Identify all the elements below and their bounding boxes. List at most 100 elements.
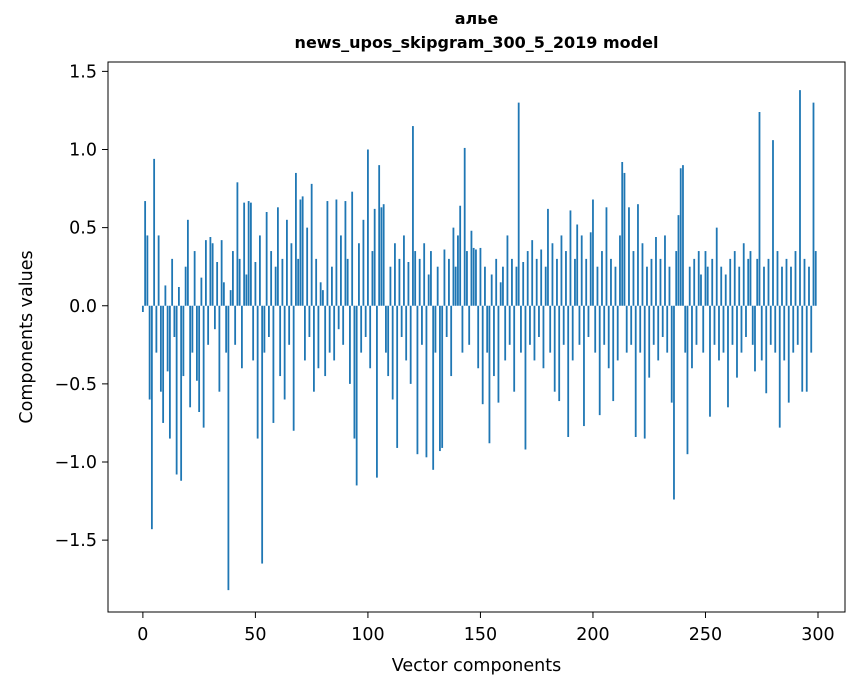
bar	[407, 262, 410, 306]
bar	[216, 262, 219, 306]
bar	[549, 305, 552, 353]
bar	[225, 305, 228, 353]
bar	[639, 305, 642, 353]
bar	[781, 266, 783, 306]
bar	[607, 305, 610, 369]
bar	[274, 266, 277, 306]
bar	[234, 305, 237, 345]
bar	[432, 305, 435, 470]
bar	[409, 305, 412, 384]
bar	[713, 305, 716, 345]
axes-frame	[107, 61, 846, 613]
x-ticks: 0 50 100 150 200 250 300	[137, 612, 835, 645]
bar	[353, 305, 356, 439]
bar	[166, 305, 169, 372]
bar	[191, 305, 194, 353]
bar	[448, 258, 450, 306]
bar	[342, 305, 345, 345]
bar	[718, 305, 720, 361]
bar	[308, 305, 311, 337]
bar	[569, 210, 572, 306]
bar	[454, 266, 457, 306]
bar	[724, 274, 727, 306]
bar	[159, 305, 162, 392]
bar	[198, 305, 201, 412]
bar	[382, 204, 385, 306]
bar	[200, 277, 203, 306]
bar	[418, 258, 421, 306]
bar	[396, 305, 399, 448]
bar	[574, 258, 576, 306]
bar	[349, 305, 351, 384]
bar	[598, 305, 601, 416]
bar	[202, 305, 205, 428]
bar	[679, 168, 682, 306]
bar	[337, 305, 340, 330]
bar	[738, 266, 741, 306]
bar	[621, 162, 624, 306]
bar	[398, 258, 401, 306]
bar	[704, 251, 707, 306]
bar	[587, 305, 590, 337]
bar	[351, 191, 354, 306]
bar	[423, 243, 426, 306]
bar	[256, 305, 259, 439]
bar	[232, 251, 234, 306]
bar	[387, 305, 390, 377]
y-tick-label: −0.5	[55, 375, 98, 395]
bar	[538, 305, 540, 337]
bar	[508, 305, 511, 345]
bar	[731, 305, 734, 345]
bar	[808, 266, 810, 306]
bar	[360, 305, 363, 353]
bar	[153, 158, 156, 306]
bar	[486, 305, 489, 353]
bar	[774, 305, 777, 353]
bar	[632, 251, 635, 306]
bar	[747, 258, 750, 306]
bar	[245, 274, 248, 306]
bar	[776, 251, 779, 306]
bar	[373, 208, 376, 306]
bar	[340, 235, 342, 306]
bar	[697, 251, 700, 306]
bar	[583, 305, 585, 427]
bar	[463, 147, 466, 306]
bar	[475, 249, 477, 306]
bar	[295, 172, 297, 306]
bar	[769, 305, 772, 345]
bar	[619, 235, 621, 306]
bar	[758, 112, 761, 306]
bar	[468, 305, 471, 345]
bar	[668, 266, 671, 306]
bar	[270, 251, 273, 306]
chart-title-word: алье	[454, 9, 499, 28]
bar	[805, 305, 808, 392]
x-tick-label: 200	[576, 625, 609, 645]
bar	[389, 266, 392, 306]
bar	[186, 219, 189, 306]
bar	[643, 305, 646, 439]
bar	[520, 305, 522, 353]
bar	[344, 201, 347, 306]
bar	[754, 305, 756, 372]
bar	[450, 305, 453, 377]
bar	[301, 196, 304, 306]
bar	[466, 251, 468, 306]
bar	[369, 305, 372, 369]
bar	[297, 258, 300, 306]
x-axis-label: Vector components	[391, 656, 562, 676]
bar	[567, 305, 570, 437]
bar	[229, 290, 232, 306]
bar	[283, 305, 286, 400]
bar	[715, 227, 718, 306]
bar	[335, 199, 338, 306]
bar	[787, 305, 790, 403]
bar	[810, 305, 813, 353]
bar	[443, 249, 446, 306]
bar	[436, 266, 439, 306]
bar	[304, 305, 306, 361]
bar	[625, 305, 628, 353]
bar	[553, 305, 556, 392]
